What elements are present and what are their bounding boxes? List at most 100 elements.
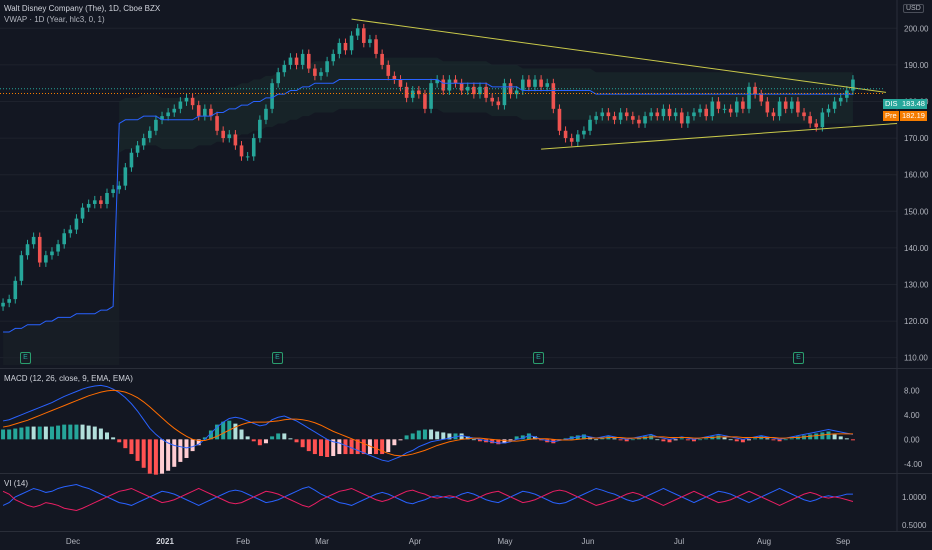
vi-legend[interactable]: VI (14) (4, 479, 29, 488)
candle-body (631, 116, 635, 120)
candle-body (300, 53, 305, 65)
candle-body (105, 192, 109, 204)
candle-body (576, 134, 580, 142)
candle-body (618, 112, 623, 120)
macd-histogram-bar (1, 429, 6, 440)
macd-axis-label: 8.00 (904, 386, 920, 395)
macd-histogram-bar (783, 439, 788, 441)
macd-histogram-bar (117, 439, 122, 443)
vwap-band-lower (3, 123, 120, 365)
macd-histogram-bar (123, 439, 128, 449)
macd-histogram-bar (392, 439, 397, 446)
macd-histogram-bar (771, 439, 776, 441)
candle-body (582, 130, 586, 135)
candle-body (80, 207, 85, 219)
earnings-marker[interactable]: E (793, 352, 804, 364)
candle-body (111, 189, 115, 193)
macd-histogram-bar (37, 426, 42, 440)
macd-histogram-bar (98, 428, 103, 440)
candle-body (343, 42, 348, 51)
candle-body (716, 101, 721, 109)
macd-histogram-bar (105, 432, 109, 440)
macd-histogram-bar (594, 439, 599, 441)
macd-histogram-bar (435, 431, 440, 440)
price-axis-label: 190.00 (904, 61, 929, 70)
candle-body (484, 86, 488, 98)
candle-body (649, 112, 653, 117)
candle-body (851, 79, 855, 91)
candle-body (160, 116, 164, 120)
candle-body (331, 53, 336, 62)
macd-histogram-bar (661, 439, 666, 442)
candle-body (783, 101, 788, 109)
macd-legend[interactable]: MACD (12, 26, close, 9, EMA, EMA) (4, 374, 133, 383)
macd-histogram-bar (166, 439, 171, 471)
candle-body (37, 236, 42, 263)
price-axis-label: 140.00 (904, 244, 929, 253)
macd-histogram-bar (789, 438, 794, 440)
price-axis-label: 110.00 (904, 354, 928, 363)
macd-histogram-bar (691, 439, 696, 442)
macd-histogram-bar (386, 439, 391, 453)
candle-body (423, 94, 427, 109)
candle-body (814, 123, 819, 128)
candle-body (264, 108, 268, 120)
candle-body (141, 138, 146, 146)
candle-body (270, 83, 274, 109)
macd-histogram-bar (814, 433, 819, 440)
macd-line (2, 384, 854, 462)
macd-histogram-bar (337, 439, 342, 455)
candle-body (777, 101, 782, 117)
vi-axis-label: 0.5000 (902, 521, 927, 530)
candle-body (453, 79, 458, 84)
candle-body (154, 119, 158, 131)
price-axis-label: 170.00 (904, 134, 929, 143)
macd-histogram-bar (43, 426, 48, 440)
dis-price-value: 183.48 (900, 99, 927, 109)
pane-separator[interactable] (0, 368, 932, 369)
candle-body (7, 299, 11, 303)
vwap-band (119, 57, 853, 153)
candle-body (673, 112, 678, 117)
earnings-marker[interactable]: E (533, 352, 544, 364)
candle-body (404, 86, 409, 98)
time-axis-label: Mar (315, 537, 329, 546)
candle-body (380, 53, 384, 65)
candle-body (209, 108, 213, 117)
currency-badge[interactable]: USD (903, 4, 924, 13)
macd-histogram-bar (62, 424, 67, 440)
candle-body (527, 79, 531, 87)
candle-body (245, 156, 250, 158)
pane-separator[interactable] (0, 473, 932, 474)
candle-body (765, 101, 770, 113)
time-axis-label: 2021 (156, 537, 174, 546)
macd-histogram-bar (624, 439, 629, 442)
macd-histogram-bar (832, 434, 837, 440)
macd-histogram-bar (147, 439, 152, 474)
macd-histogram-bar (508, 439, 513, 441)
candle-body (362, 28, 366, 43)
candle-body (728, 108, 733, 113)
macd-histogram-bar (251, 439, 256, 442)
time-axis-label: Feb (236, 537, 250, 546)
macd-histogram-bar (349, 439, 354, 455)
candle-body (196, 105, 201, 117)
vwap-legend[interactable]: VWAP · 1D (Year, hlc3, 0, 1) (4, 15, 105, 24)
macd-histogram-bar (257, 439, 262, 446)
candle-body (832, 101, 837, 109)
macd-histogram-bar (294, 439, 299, 443)
candle-body (68, 229, 73, 234)
symbol-title[interactable]: Walt Disney Company (The), 1D, Cboe BZX (4, 4, 161, 13)
candle-body (502, 83, 507, 106)
candle-body (74, 218, 79, 230)
candle-body (790, 101, 794, 109)
macd-histogram-bar (844, 438, 849, 440)
earnings-marker[interactable]: E (20, 352, 31, 364)
earnings-marker[interactable]: E (272, 352, 283, 364)
price-axis-label: 120.00 (904, 317, 929, 326)
macd-histogram-bar (111, 437, 116, 440)
macd-histogram-bar (343, 439, 348, 455)
macd-histogram-bar (422, 429, 427, 440)
vi-axis-label: 1.0000 (902, 493, 927, 502)
